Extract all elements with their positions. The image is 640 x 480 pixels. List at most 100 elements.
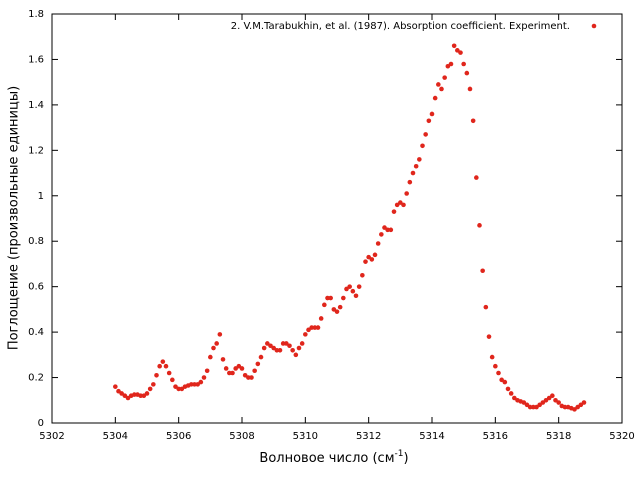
data-point [375,241,381,246]
data-point [214,341,219,346]
data-point [477,223,482,228]
x-tick-label: 5308 [229,431,254,442]
data-point [132,392,137,397]
data-point [116,388,121,394]
y-tick-label: 1.2 [28,145,44,156]
data-point [451,43,457,49]
data-point [467,86,473,92]
data-point [157,363,162,369]
data-point [195,382,200,387]
data-point [366,254,371,260]
data-point [401,202,406,208]
data-point [556,400,561,405]
data-point [426,118,432,124]
y-axis-label: Поглощение (произвольные единицы) [7,86,22,350]
data-point [543,397,549,403]
data-point [233,366,238,371]
y-tick-label: 1.6 [28,54,44,65]
data-point [502,379,508,385]
data-point [220,357,226,362]
data-point [436,82,441,87]
data-point [379,232,384,237]
data-point [125,395,131,401]
data-point [334,309,340,314]
x-label-sup: -1 [395,449,404,459]
data-point [486,334,492,339]
data-point [524,402,530,408]
data-point [179,386,185,392]
data-point [211,345,216,351]
data-point [360,273,365,278]
data-point [141,393,147,399]
data-point [154,372,159,378]
legend-marker [591,23,597,29]
plot-frame [51,13,623,424]
data-point [328,295,333,301]
data-point [388,227,394,233]
x-tick-label: 5302 [39,431,64,442]
data-point [236,363,242,369]
y-tick-label: 1 [38,191,44,202]
data-point [290,347,295,353]
data-point [265,341,270,346]
data-point [147,386,153,392]
x-label-text: Волновое число (см [259,451,394,466]
data-point [204,368,210,374]
data-point [391,209,397,214]
data-point [407,179,413,185]
data-point [410,170,416,176]
x-tick-label: 5320 [609,431,634,442]
data-point [138,393,143,399]
data-point [337,304,343,310]
data-point [493,363,498,369]
data-point [268,343,273,349]
data-point [512,395,517,401]
data-point [483,304,489,310]
data-point [496,370,501,376]
x-tick-label: 5310 [293,431,318,442]
data-point [255,361,261,367]
data-point [163,363,169,369]
x-tick-label: 5318 [546,431,571,442]
x-tick-label: 5312 [356,431,381,442]
data-point [420,143,425,149]
data-point [331,307,337,312]
data-point [385,227,390,233]
y-tick-label: 1.4 [28,100,44,111]
data-point [404,191,409,196]
y-tick-label: 0.8 [28,236,44,247]
data-point [242,372,248,378]
data-point [173,384,178,389]
data-point [505,386,511,392]
data-point [249,375,254,380]
data-point [271,345,276,351]
data-point [189,382,194,387]
data-point [166,370,172,376]
data-point [353,293,359,299]
x-tick-label: 5316 [483,431,508,442]
data-point [527,404,533,410]
data-point [274,347,280,353]
data-point [287,343,292,349]
data-point [474,175,479,180]
data-point [208,354,213,360]
data-point [280,341,286,346]
y-tick-label: 0.6 [28,282,44,293]
data-point [578,402,584,408]
data-point [284,341,289,346]
y-tick-label: 0.2 [28,373,44,384]
data-point [341,295,346,301]
data-point [170,377,175,383]
data-point [439,86,444,92]
data-point [217,332,223,337]
data-point [553,397,558,403]
data-point [201,375,207,380]
data-point [540,400,546,405]
data-point [246,375,251,380]
data-point [489,354,495,360]
data-point [223,366,229,371]
data-point [534,404,539,410]
data-point [461,61,466,67]
data-point [318,316,324,321]
data-point [499,377,504,383]
